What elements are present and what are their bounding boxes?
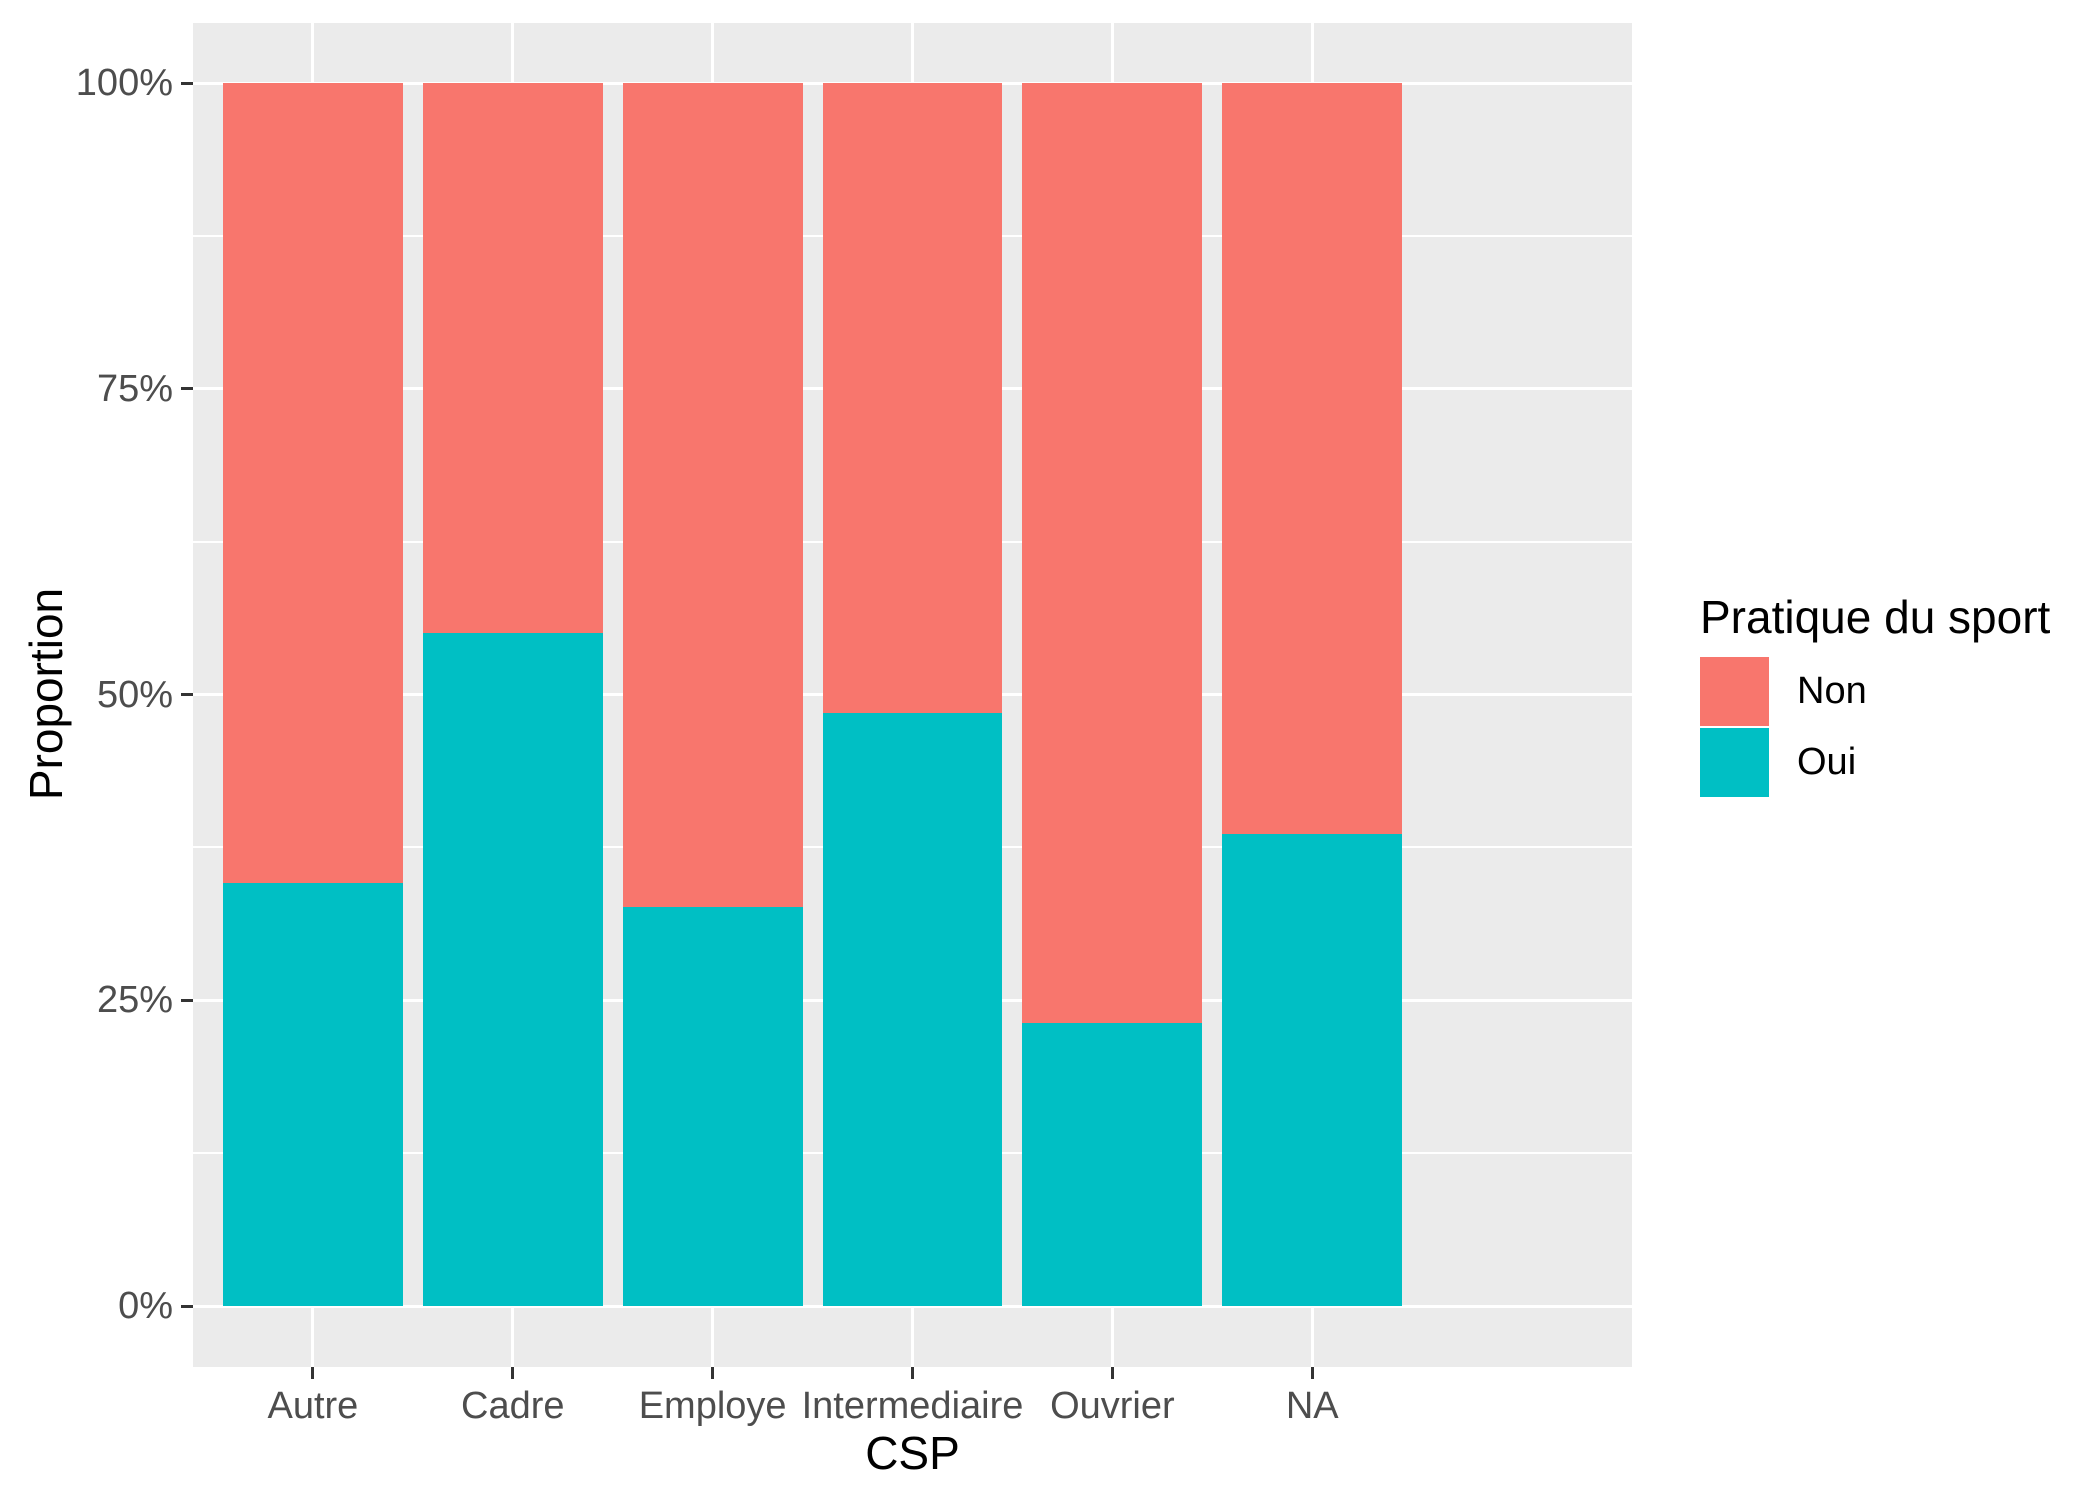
x-tick-label: Employe	[638, 1385, 787, 1427]
x-tick-mark	[711, 1367, 715, 1379]
x-tick-label: NA	[1285, 1385, 1339, 1427]
plot-panel	[193, 23, 1632, 1367]
legend: Pratique du sport Non Oui	[1700, 590, 2050, 799]
x-tick-label: Autre	[267, 1385, 359, 1427]
y-tick-mark	[181, 998, 193, 1002]
legend-entries: Non Oui	[1700, 657, 2050, 797]
x-tick-label: Intermediaire	[801, 1385, 1024, 1427]
x-tick-label: Cadre	[461, 1385, 565, 1427]
x-tick-mark	[1310, 1367, 1314, 1379]
x-axis-title: CSP	[865, 1427, 960, 1479]
x-tick-label: Ouvrier	[1050, 1385, 1175, 1427]
bar-segment-oui	[822, 712, 1003, 1306]
y-tick-mark	[181, 387, 193, 391]
x-tick-mark	[311, 1367, 315, 1379]
y-tick-label: 75%	[96, 367, 173, 410]
bar-segment-oui	[1022, 1023, 1203, 1306]
bar-segment-non	[222, 83, 403, 883]
y-tick-label: 0%	[118, 1285, 173, 1327]
bar-segment-oui	[422, 633, 603, 1306]
legend-entry-oui: Oui	[1700, 728, 2050, 797]
y-tick-label: 25%	[96, 979, 173, 1022]
bar-segment-oui	[222, 882, 403, 1306]
y-axis-title: Proportion	[20, 587, 72, 801]
x-tick-mark	[1110, 1367, 1114, 1379]
legend-key-non-swatch	[1700, 657, 1769, 726]
y-tick-label: 100%	[75, 62, 173, 104]
legend-key-oui-swatch	[1700, 728, 1769, 797]
x-tick-mark	[911, 1367, 914, 1379]
bar-segment-non	[822, 83, 1003, 713]
y-tick-mark	[181, 1304, 193, 1308]
bar-segment-non	[1022, 83, 1203, 1024]
bar-segment-oui	[622, 907, 803, 1306]
x-tick-mark	[511, 1367, 515, 1379]
bar-segment-oui	[1222, 833, 1403, 1306]
legend-entry-non: Non	[1700, 657, 2050, 726]
bar-segment-non	[422, 83, 603, 634]
legend-title: Pratique du sport	[1700, 591, 2051, 643]
y-tick-mark	[181, 693, 193, 696]
bar-segment-non	[1222, 83, 1403, 834]
y-tick-label: 50%	[96, 673, 173, 716]
legend-label: Oui	[1797, 741, 1857, 783]
bar-segment-non	[622, 83, 803, 908]
legend-label: Non	[1797, 670, 1867, 712]
y-tick-mark	[181, 81, 193, 85]
